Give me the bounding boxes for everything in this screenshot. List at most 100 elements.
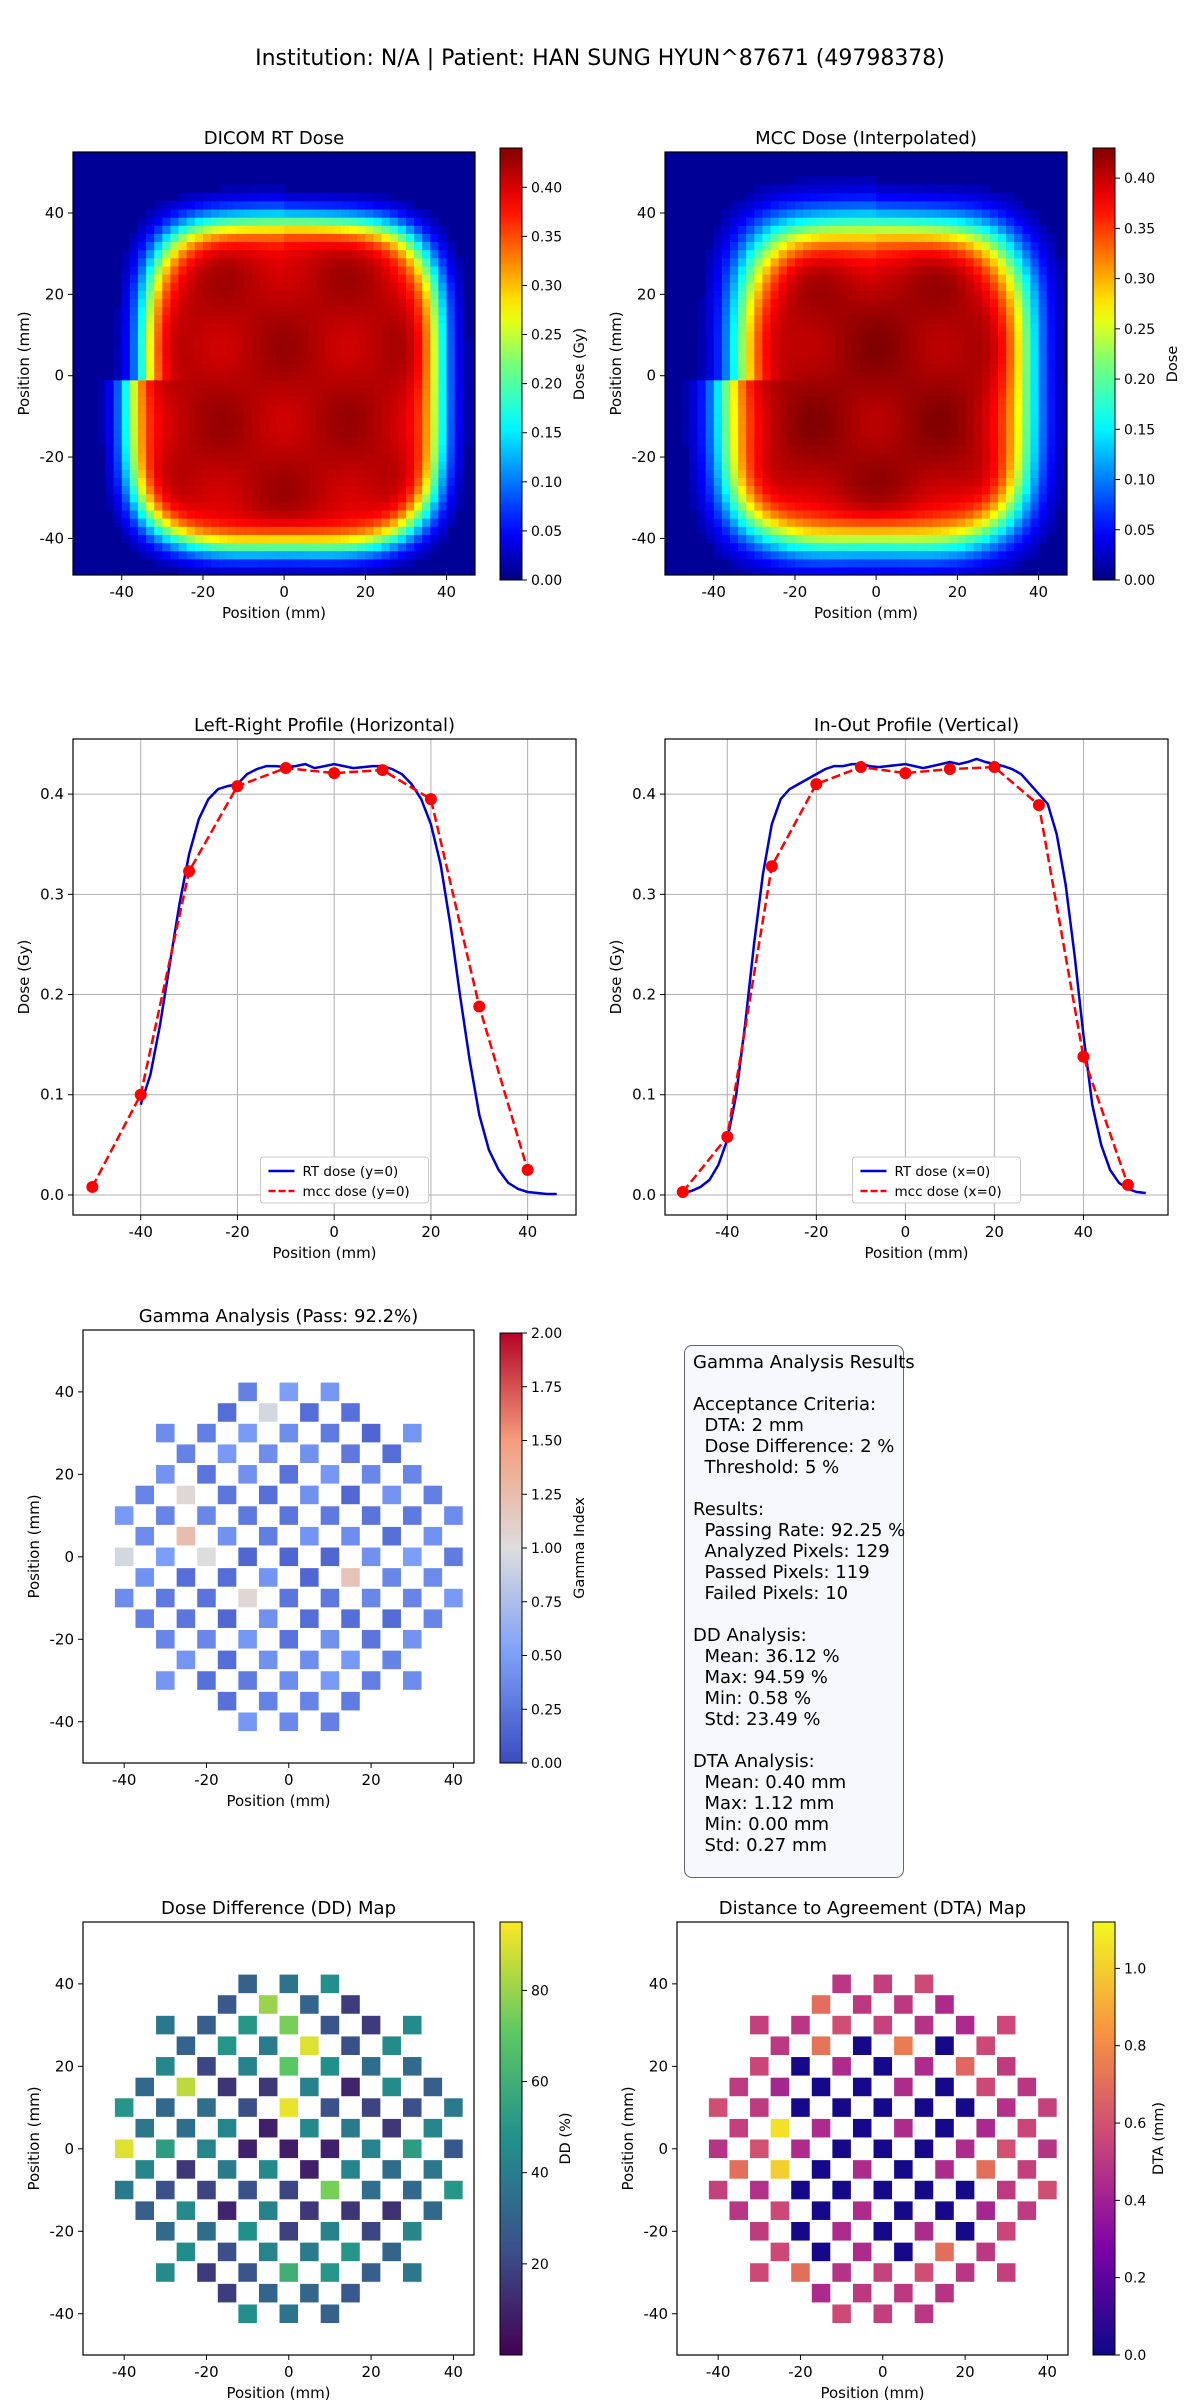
- rt-pixel: [357, 542, 366, 552]
- rt-pixel: [162, 371, 172, 381]
- mcc-pixel: [803, 274, 812, 283]
- dta-cell: [955, 2180, 975, 2200]
- mcc-pixel: [843, 566, 853, 575]
- rt-pixel: [365, 330, 375, 340]
- mcc-pixel: [924, 485, 934, 495]
- mcc-pixel: [892, 257, 902, 267]
- mcc-pixel: [1030, 355, 1040, 365]
- mcc-pixel: [1038, 485, 1048, 495]
- mcc-pixel: [1054, 371, 1064, 381]
- rt-pixel: [300, 493, 310, 503]
- mcc-pixel: [997, 265, 1007, 275]
- rt-pixel: [219, 355, 228, 365]
- rt-pixel: [446, 436, 456, 446]
- dd-cell: [320, 2015, 340, 2035]
- dd-cell: [258, 2036, 278, 2055]
- rt-pixel: [219, 550, 228, 560]
- rt-pixel: [430, 233, 440, 243]
- rt-pixel: [438, 404, 448, 413]
- mcc-pixel: [843, 184, 853, 194]
- mcc-pixel: [811, 208, 820, 218]
- rt-pixel: [129, 477, 139, 487]
- mcc-pixel: [1022, 208, 1032, 218]
- mcc-pixel: [1006, 363, 1015, 373]
- rt-pixel: [292, 558, 301, 568]
- mcc-pixel: [900, 461, 910, 470]
- rt-pixel: [170, 477, 180, 487]
- rt-pixel: [324, 217, 334, 226]
- mcc-pixel: [770, 477, 780, 487]
- mcc-pixel: [794, 225, 804, 234]
- rt-pixel: [235, 444, 245, 454]
- mcc-pixel: [933, 282, 942, 291]
- gamma-cell: [279, 1712, 299, 1732]
- rt-pixel: [454, 363, 464, 373]
- rt-pixel: [349, 501, 358, 511]
- mcc-pixel: [827, 257, 837, 267]
- mcc-pixel: [827, 233, 837, 243]
- rt-pixel: [113, 330, 123, 340]
- rt-pixel: [284, 404, 293, 413]
- mcc-pixel: [762, 477, 772, 487]
- mcc-pixel: [721, 387, 731, 397]
- rt-pixel: [316, 355, 326, 365]
- rt-pixel: [365, 192, 375, 202]
- mcc-pixel: [1046, 404, 1056, 413]
- rt-pixel: [194, 200, 204, 210]
- rt-pixel: [357, 200, 366, 210]
- rt-pixel: [308, 558, 318, 568]
- mcc-pixel: [729, 347, 739, 356]
- mcc-pixel: [859, 330, 869, 340]
- mcc-pixel: [989, 208, 999, 218]
- gamma-cell: [217, 1403, 237, 1422]
- dd-cell: [258, 2242, 278, 2262]
- mcc-pixel: [819, 306, 829, 316]
- mcc-pixel: [965, 257, 975, 267]
- mcc-pixel: [1046, 444, 1056, 454]
- mcc-pixel: [997, 363, 1007, 373]
- rt-pixel: [194, 347, 204, 356]
- mcc-pixel: [851, 420, 861, 430]
- mcc-pixel: [876, 420, 885, 430]
- rt-pixel: [284, 192, 293, 202]
- rt-pixel: [243, 485, 253, 495]
- rt-pixel: [129, 347, 139, 356]
- rt-pixel: [438, 509, 448, 519]
- rt-pixel: [316, 282, 326, 291]
- mcc-pixel: [981, 534, 991, 544]
- mcc-pixel: [1046, 282, 1056, 291]
- rt-pixel: [227, 501, 237, 511]
- rt-pixel: [267, 274, 277, 283]
- gamma-cell: [176, 1609, 196, 1628]
- rt-pixel: [389, 558, 399, 568]
- rt-pixel: [357, 501, 366, 511]
- rt-ylabel: Position (mm): [15, 311, 33, 415]
- rt-pixel: [129, 542, 139, 552]
- rt-pixel: [170, 461, 180, 470]
- dta-xtick-label: -40: [706, 2363, 731, 2381]
- rt-pixel: [154, 298, 163, 308]
- rt-pixel: [292, 404, 301, 413]
- rt-pixel: [284, 534, 293, 544]
- rt-pixel: [292, 469, 301, 478]
- mcc-pixel: [754, 477, 764, 487]
- dd-xtick-label: -40: [112, 2363, 137, 2381]
- mcc-pixel: [738, 387, 747, 397]
- rt-pixel: [267, 298, 277, 308]
- rt-pixel: [105, 493, 115, 503]
- mcc-pixel: [981, 452, 991, 462]
- rt-pixel: [276, 501, 285, 511]
- gamma-cell: [382, 1444, 401, 1463]
- mcc-pixel: [933, 355, 942, 365]
- dd-colorbar: [499, 1921, 523, 2356]
- rt-pixel: [462, 404, 472, 413]
- rt-pixel: [235, 509, 245, 519]
- rt-pixel: [438, 452, 448, 462]
- gamma-colorbar-tick-label: 1.25: [531, 1487, 562, 1503]
- mcc-pixel: [868, 298, 877, 308]
- mcc-pixel: [1046, 436, 1056, 446]
- rt-pixel: [194, 217, 204, 226]
- mcc-pixel: [697, 314, 707, 324]
- rt-pixel: [178, 192, 188, 202]
- mcc-pixel: [933, 298, 942, 308]
